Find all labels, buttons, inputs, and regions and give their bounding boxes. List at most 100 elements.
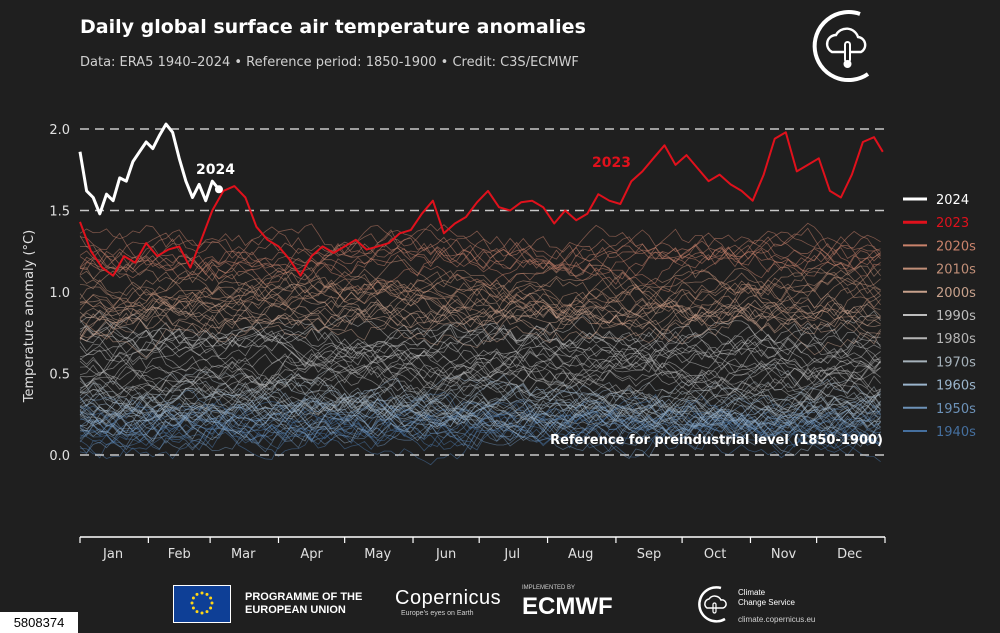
c3s-logo-icon	[812, 10, 870, 83]
trace-1980s-8	[79, 351, 881, 397]
legend: 2024 2023 2020s 2010s 2000s 1990s 1980s 1970s 19…	[903, 193, 976, 440]
programme-line-1: PROGRAMME OF THE	[245, 591, 363, 603]
axes: Jan Feb Mar Apr May Jun Jul Aug Sep Oct Nov Dec	[79, 536, 886, 562]
trace-2020s-0	[79, 224, 881, 273]
legend-label: 2000s	[936, 286, 976, 301]
trace-2010s-5	[79, 274, 881, 325]
legend-item-2010s: 2010s	[903, 263, 976, 278]
y-tick-label: 1.5	[49, 205, 70, 220]
legend-item-2000s: 2000s	[903, 286, 976, 301]
ecmwf-logo: IMPLEMENTED BY ECMWF	[522, 585, 613, 621]
c3s-url: climate.copernicus.eu	[738, 615, 816, 624]
image-id-tag: 5808374	[0, 612, 78, 633]
trace-1990s-9	[79, 330, 881, 371]
trace-1950s-2	[79, 394, 881, 446]
temperature-anomaly-chart: 2.0 1.5 1.0 0.5 0.0 Jan Feb Mar Apr May Jun Jul Aug…	[22, 122, 976, 562]
trace-1990s-2	[79, 315, 881, 370]
trace-1940s-3	[79, 408, 881, 459]
copernicus-tagline: Europe's eyes on Earth	[401, 610, 474, 617]
trace-2010s-2	[79, 266, 881, 326]
climate-change-service-icon	[698, 586, 727, 623]
trace-2000s-3	[79, 293, 881, 336]
trace-2020s-9	[79, 228, 881, 277]
trace-1980s-9	[79, 345, 881, 409]
trace-2020s-8	[79, 232, 881, 282]
y-tick-label: 2.0	[49, 123, 70, 138]
series-endpoint-2024	[214, 185, 223, 194]
chart-subtitle: Data: ERA5 1940–2024 • Reference period:…	[80, 55, 579, 70]
trace-1970s-8	[79, 373, 881, 431]
x-tick-label: Jul	[503, 547, 520, 562]
legend-item-1980s: 1980s	[903, 332, 976, 347]
trace-1990s-8	[79, 322, 881, 382]
copernicus-name: Copernicus	[395, 587, 502, 609]
trace-2000s-8	[79, 297, 881, 359]
y-axis-label: Temperature anomaly (°C)	[22, 230, 37, 403]
x-tick-label: Jan	[102, 547, 123, 562]
trace-2020s-3	[79, 223, 881, 280]
trace-1980s-4	[79, 349, 881, 406]
x-tick-label: Apr	[300, 547, 323, 562]
x-tick-label: May	[364, 547, 391, 562]
copernicus-logo: Copernicus Europe's eyes on Earth	[395, 587, 501, 617]
series-line-2024	[78, 122, 221, 216]
legend-label: 2023	[936, 216, 969, 231]
trace-1990s-0	[79, 325, 881, 382]
label-2024: 2024	[196, 162, 235, 178]
trace-1980s-3	[79, 339, 881, 391]
legend-label: 1960s	[936, 379, 976, 394]
c3s-text: Climate Change Service	[738, 588, 795, 608]
x-tick-label: Oct	[704, 547, 726, 562]
y-tick-label: 0.0	[49, 449, 70, 464]
x-tick-label: Mar	[231, 547, 256, 562]
trace-2020s-4	[79, 223, 881, 280]
legend-item-1950s: 1950s	[903, 402, 976, 417]
x-tick-label: Sep	[637, 547, 662, 562]
trace-2010s-7	[79, 272, 881, 340]
decade-traces	[79, 222, 881, 466]
legend-label: 2010s	[936, 263, 976, 278]
legend-item-1990s: 1990s	[903, 309, 976, 324]
trace-2010s-6	[79, 264, 881, 312]
c3s-line-1: Climate	[738, 588, 766, 597]
trace-2000s-9	[79, 299, 881, 356]
trace-2000s-4	[79, 296, 881, 343]
chart-title: Daily global surface air temperature ano…	[80, 16, 586, 38]
trace-2020s-7	[79, 225, 881, 286]
x-tick-label: Jun	[435, 547, 456, 562]
legend-label: 2020s	[936, 239, 976, 254]
implemented-by-text: IMPLEMENTED BY	[522, 585, 576, 591]
legend-item-1960s: 1960s	[903, 379, 976, 394]
series-line-2023	[79, 131, 884, 277]
trace-1970s-5	[79, 364, 881, 427]
trace-2010s-9	[79, 261, 881, 311]
legend-label: 1940s	[936, 425, 976, 440]
trace-2000s-1	[79, 283, 881, 349]
legend-label: 1970s	[936, 355, 976, 370]
y-tick-label: 0.5	[49, 368, 70, 383]
trace-1960s-1	[79, 375, 881, 436]
trace-1970s-9	[79, 373, 881, 427]
ecmwf-name: ECMWF	[522, 593, 613, 620]
x-tick-label: Aug	[568, 547, 593, 562]
trace-1980s-0	[79, 351, 881, 412]
trace-2010s-4	[79, 264, 881, 321]
legend-item-2023: 2023	[903, 216, 969, 231]
x-tick-label: Nov	[771, 547, 797, 562]
x-tick-label: Dec	[837, 547, 862, 562]
trace-1960s-5	[79, 378, 881, 434]
trace-2020s-5	[79, 224, 881, 276]
trace-1980s-7	[79, 346, 881, 415]
legend-item-2024: 2024	[903, 193, 969, 208]
trace-1990s-6	[79, 310, 881, 369]
y-tick-label: 1.0	[49, 286, 70, 301]
grid-lines: 2.0 1.5 1.0 0.5 0.0	[49, 123, 885, 464]
trace-2020s-2	[79, 230, 881, 290]
programme-line-2: EUROPEAN UNION	[245, 604, 346, 616]
x-tick-label: Feb	[168, 547, 191, 562]
legend-item-1970s: 1970s	[903, 355, 976, 370]
trace-2010s-8	[79, 263, 881, 327]
trace-1970s-3	[79, 369, 881, 423]
trace-2010s-1	[79, 259, 881, 315]
legend-label: 2024	[936, 193, 969, 208]
